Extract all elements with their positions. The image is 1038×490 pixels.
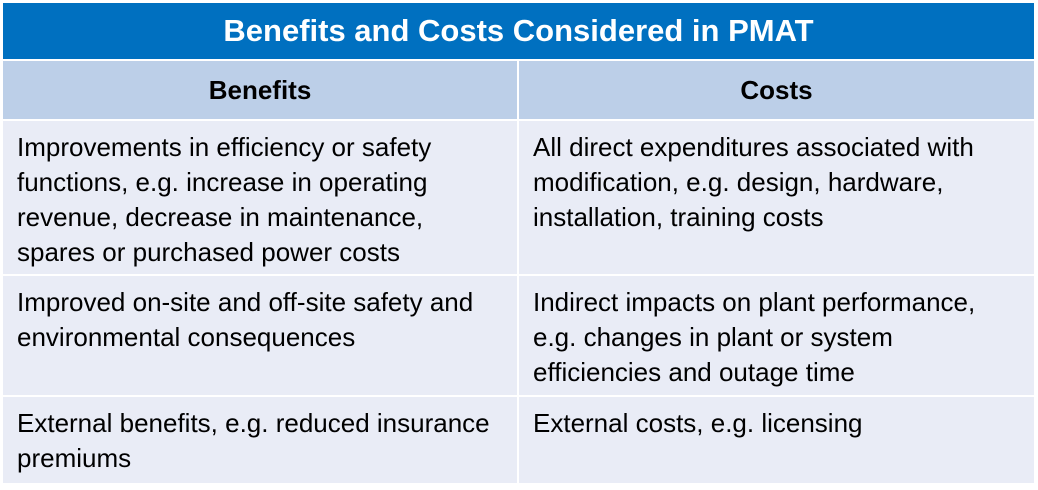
cost-cell: Indirect impacts on plant performance, e… [519, 276, 1034, 395]
header-benefits: Benefits [3, 61, 519, 119]
benefit-cell: External benefits, e.g. reduced insuranc… [3, 397, 519, 483]
cost-cell: All direct expenditures associated with … [519, 121, 1034, 274]
benefit-cell: Improved on-site and off-site safety and… [3, 276, 519, 395]
table-title: Benefits and Costs Considered in PMAT [3, 3, 1034, 61]
table-row: External benefits, e.g. reduced insuranc… [3, 397, 1034, 483]
cost-cell: External costs, e.g. licensing [519, 397, 1034, 483]
table-header-row: Benefits Costs [3, 61, 1034, 121]
table-row: Improvements in efficiency or safety fun… [3, 121, 1034, 276]
benefit-cell: Improvements in efficiency or safety fun… [3, 121, 519, 274]
benefits-costs-table: Benefits and Costs Considered in PMAT Be… [3, 3, 1034, 483]
header-costs: Costs [519, 61, 1034, 119]
table-row: Improved on-site and off-site safety and… [3, 276, 1034, 397]
